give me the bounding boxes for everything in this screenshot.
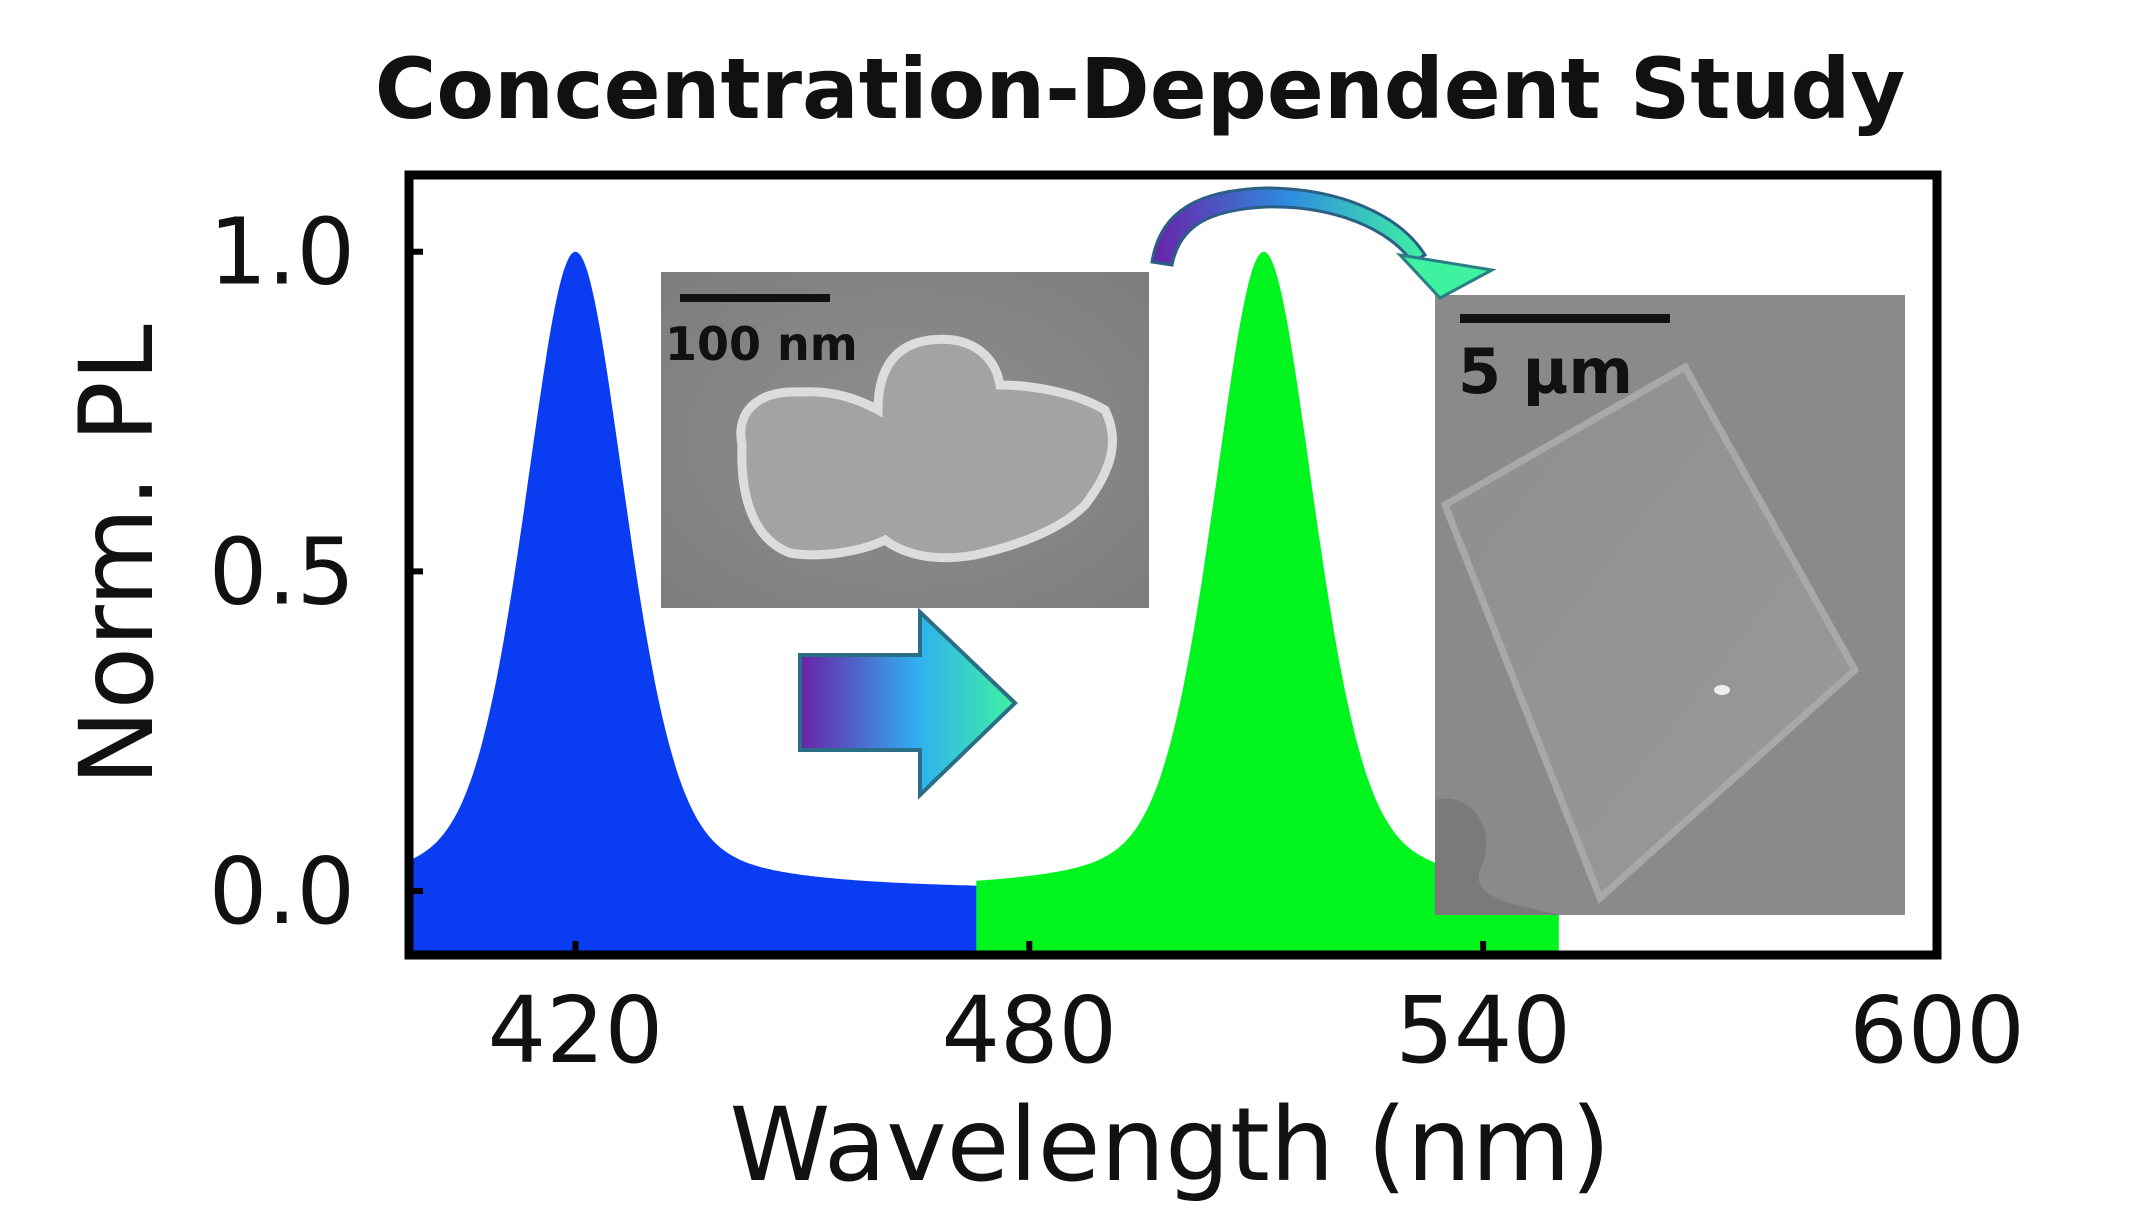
scale-label-5um: 5 µm: [1458, 335, 1633, 408]
y-axis-label: Norm. PL: [58, 324, 177, 786]
pl-spectrum-0: [409, 251, 984, 955]
chart-title: Concentration-Dependent Study: [375, 40, 1906, 138]
sem-inset-nanoparticle: 100 nm: [661, 272, 1149, 608]
sem-inset-microcube: 5 µm: [1435, 295, 1905, 915]
scale-label-100nm: 100 nm: [665, 317, 858, 371]
x-axis-label: Wavelength (nm): [729, 1086, 1610, 1205]
tick-layer: 420 480 540 600 0.0 0.5 1.0: [209, 199, 2025, 1084]
scale-bar-5um: [1460, 314, 1670, 323]
y-tick-label: 0.5: [209, 518, 355, 625]
x-tick-label: 420: [488, 977, 664, 1084]
x-tick-label: 600: [1849, 977, 2025, 1084]
x-tick-label: 480: [941, 977, 1117, 1084]
particle-speck: [1714, 685, 1730, 695]
plot-frame: [404, 170, 1942, 960]
scale-bar-100nm: [680, 294, 830, 302]
transition-arrow-icon: [798, 607, 1018, 800]
series-layer: [409, 251, 1559, 955]
nanoparticle-shape: [736, 334, 1117, 563]
curved-arrow-icon: [1150, 186, 1497, 300]
pl-spectrum-1: [976, 251, 1559, 955]
y-tick-label: 1.0: [209, 199, 355, 306]
microcube-shape: [1440, 362, 1860, 904]
x-tick-label: 540: [1395, 977, 1571, 1084]
y-tick-label: 0.0: [209, 838, 355, 945]
